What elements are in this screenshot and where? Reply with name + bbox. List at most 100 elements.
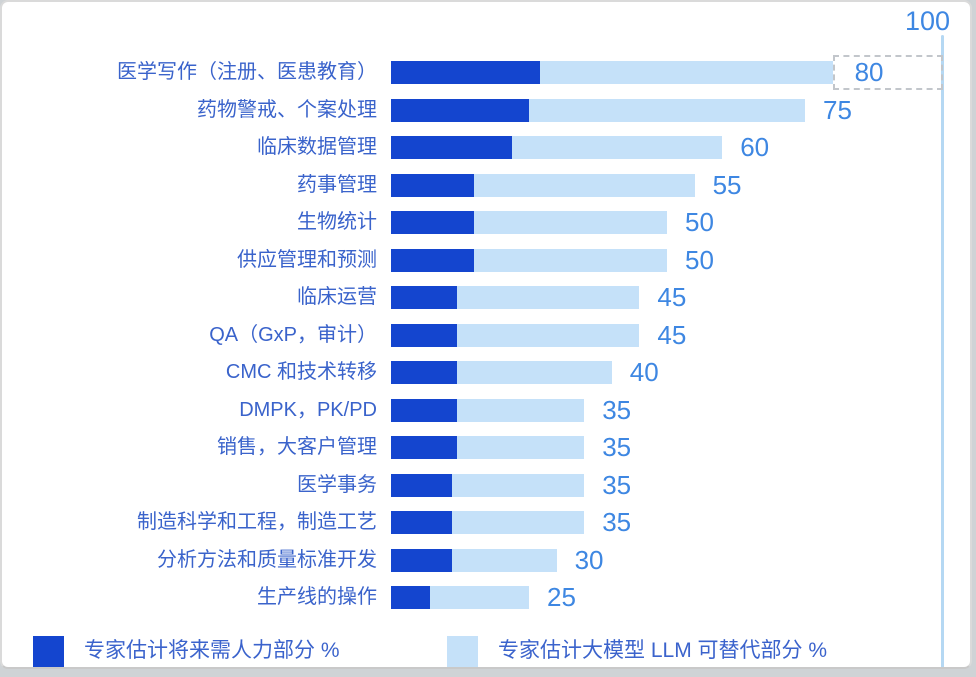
chart-row: CMC 和技术转移 40 bbox=[2, 357, 970, 387]
value-label: 45 bbox=[657, 319, 687, 350]
category-label: 医学写作（注册、医患教育） bbox=[117, 61, 377, 83]
chart-row: 药物警戒、个案处理 75 bbox=[2, 95, 970, 125]
category-label: 临床数据管理 bbox=[257, 136, 377, 158]
chart-row: 医学事务 35 bbox=[2, 470, 970, 500]
llm-bar-segment bbox=[512, 136, 723, 159]
category-label: 药物警戒、个案处理 bbox=[197, 98, 377, 121]
llm-bar-segment bbox=[451, 473, 585, 497]
llm-bar-segment bbox=[451, 548, 557, 572]
value-label: 35 bbox=[602, 432, 632, 462]
llm-color-swatch bbox=[447, 635, 478, 667]
human-bar-segment bbox=[391, 511, 452, 534]
value-label: 30 bbox=[574, 544, 604, 575]
chart-row: QA（GxP，审计） 45 bbox=[2, 320, 970, 350]
llm-bar-segment bbox=[429, 586, 529, 609]
chart-row: 医学写作（注册、医患教育） 80 bbox=[2, 55, 970, 90]
legend-item-llm: 专家估计大模型 LLM 可替代部分 % bbox=[447, 634, 828, 667]
bar-track: 50 bbox=[391, 207, 943, 237]
chart-row: 生物统计 50 bbox=[2, 207, 970, 237]
llm-bar-segment bbox=[473, 173, 695, 197]
chart-row: 分析方法和质量标准开发 30 bbox=[2, 545, 970, 575]
bar-rows: 医学写作（注册、医患教育） 80 药物警戒、个案处理 75 临床数据管理 bbox=[2, 55, 970, 624]
value-label: 80 bbox=[854, 57, 884, 87]
legend-label-human: 专家估计将来需人力部分 % bbox=[84, 639, 340, 662]
bar-track: 75 bbox=[391, 95, 943, 125]
chart-row: 临床数据管理 60 bbox=[2, 132, 970, 162]
value-label: 40 bbox=[629, 357, 659, 387]
value-label: 35 bbox=[602, 507, 632, 537]
bar-track: 50 bbox=[391, 245, 943, 275]
value-label: 50 bbox=[685, 244, 714, 275]
chart-row: 制造科学和工程，制造工艺 35 bbox=[2, 507, 970, 537]
llm-bar-segment bbox=[529, 98, 805, 122]
gap-to-100-dashed-box bbox=[832, 55, 943, 90]
human-bar-segment bbox=[391, 211, 474, 234]
value-label: 60 bbox=[740, 132, 770, 162]
bar-track: 35 bbox=[391, 432, 943, 462]
human-bar-segment bbox=[391, 173, 474, 197]
llm-bar-segment bbox=[473, 211, 667, 234]
category-label: DMPK，PK/PD bbox=[239, 398, 377, 421]
axis-max-gridline bbox=[941, 35, 944, 667]
value-label: 35 bbox=[602, 469, 632, 500]
chart-row: DMPK，PK/PD 35 bbox=[2, 395, 970, 425]
category-label: 制造科学和工程，制造工艺 bbox=[137, 511, 377, 533]
category-label: 临床运营 bbox=[297, 286, 377, 308]
value-label: 45 bbox=[657, 282, 687, 312]
chart-row: 药事管理 55 bbox=[2, 170, 970, 200]
value-label: 35 bbox=[602, 394, 632, 425]
chart-row: 临床运营 45 bbox=[2, 282, 970, 312]
human-bar-segment bbox=[391, 361, 458, 384]
category-label: 生物统计 bbox=[297, 211, 377, 233]
bar-track: 35 bbox=[391, 470, 943, 500]
llm-bar-segment bbox=[457, 323, 640, 347]
category-label: 药事管理 bbox=[297, 173, 377, 196]
chart-row: 销售，大客户管理 35 bbox=[2, 432, 970, 462]
human-bar-segment bbox=[391, 286, 458, 309]
category-label: 供应管理和预测 bbox=[237, 248, 377, 271]
bar-track: 30 bbox=[391, 545, 943, 575]
bar-track: 80 bbox=[391, 55, 943, 90]
category-label: 医学事务 bbox=[297, 473, 377, 496]
bar-track: 45 bbox=[391, 320, 943, 350]
llm-bar-segment bbox=[540, 61, 833, 84]
llm-bar-segment bbox=[473, 248, 667, 272]
bar-track: 35 bbox=[391, 395, 943, 425]
human-bar-segment bbox=[391, 98, 529, 122]
llm-bar-segment bbox=[457, 398, 585, 422]
human-bar-segment bbox=[391, 61, 541, 84]
llm-bar-segment bbox=[457, 361, 612, 384]
human-bar-segment bbox=[391, 398, 458, 422]
human-bar-segment bbox=[391, 548, 452, 572]
value-label: 55 bbox=[712, 169, 742, 200]
category-label: 分析方法和质量标准开发 bbox=[157, 548, 377, 571]
llm-bar-segment bbox=[457, 436, 585, 459]
human-bar-segment bbox=[391, 136, 513, 159]
value-label: 50 bbox=[685, 207, 714, 237]
category-label: 销售，大客户管理 bbox=[217, 436, 377, 458]
llm-bar-segment bbox=[457, 286, 640, 309]
human-bar-segment bbox=[391, 586, 430, 609]
category-label: CMC 和技术转移 bbox=[225, 361, 377, 383]
human-bar-segment bbox=[391, 248, 474, 272]
category-label: QA（GxP，审计） bbox=[209, 323, 377, 346]
human-bar-segment bbox=[391, 436, 458, 459]
bar-track: 60 bbox=[391, 132, 943, 162]
bar-track: 40 bbox=[391, 357, 943, 387]
legend-label-llm: 专家估计大模型 LLM 可替代部分 % bbox=[498, 639, 828, 662]
bar-track: 25 bbox=[391, 582, 943, 612]
human-color-swatch bbox=[33, 635, 64, 667]
human-bar-segment bbox=[391, 473, 452, 497]
legend-item-human: 专家估计将来需人力部分 % bbox=[33, 634, 340, 667]
llm-bar-segment bbox=[451, 511, 585, 534]
chart-row: 生产线的操作 25 bbox=[2, 582, 970, 612]
bar-track: 55 bbox=[391, 170, 943, 200]
legend: 专家估计将来需人力部分 % 专家估计大模型 LLM 可替代部分 % bbox=[2, 634, 970, 667]
axis-max-label: 100 bbox=[904, 6, 950, 36]
category-label: 生产线的操作 bbox=[257, 586, 377, 608]
chart-row: 供应管理和预测 50 bbox=[2, 245, 970, 275]
human-bar-segment bbox=[391, 323, 458, 347]
bar-track: 35 bbox=[391, 507, 943, 537]
value-label: 75 bbox=[823, 94, 852, 125]
